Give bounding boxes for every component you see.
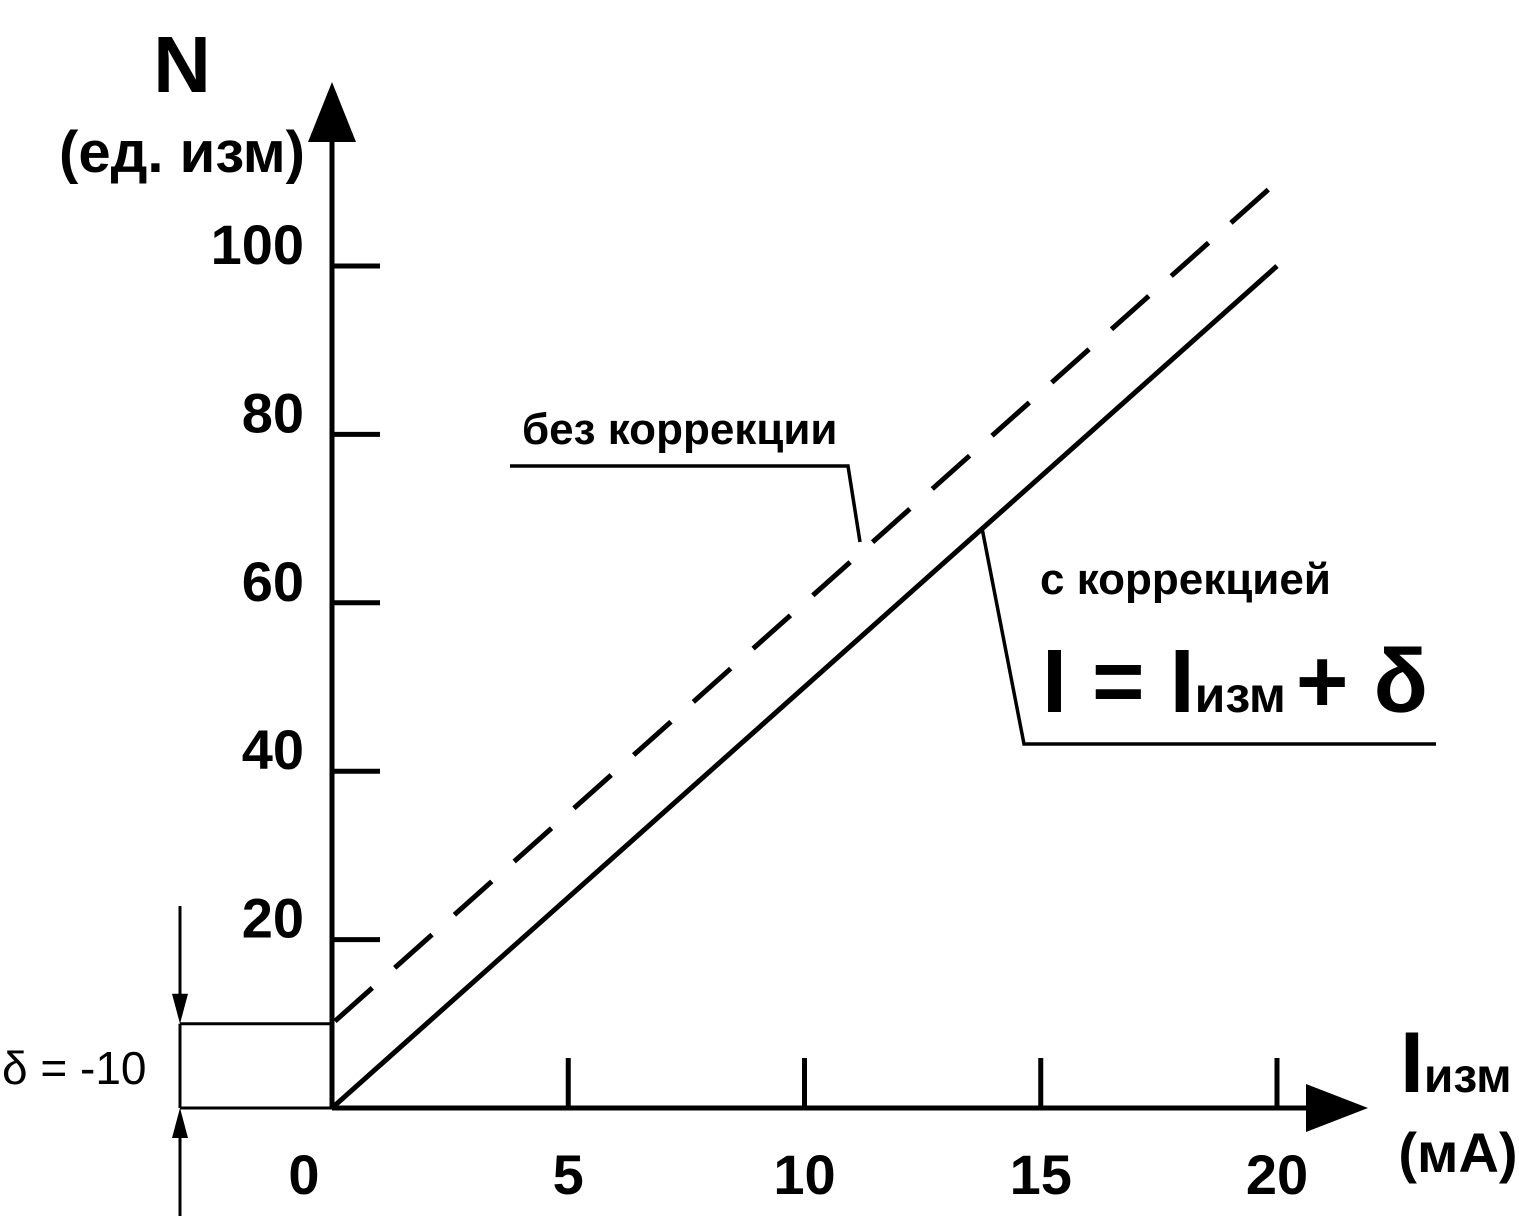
series-line-with-correction (330, 264, 1279, 1110)
x-axis-title-main: I (1400, 1015, 1424, 1111)
formula-right: + δ (1296, 632, 1428, 732)
y-tick-label-40: 40 (242, 718, 304, 781)
annotation-with-correction: с коррекцией (1040, 555, 1331, 604)
series-group (330, 179, 1279, 1110)
y-tick-label-80: 80 (242, 381, 304, 444)
y-axis-unit: (ед. изм) (59, 120, 305, 185)
formula-left: I = I (1042, 632, 1195, 732)
y-tick-label-20: 20 (242, 887, 304, 950)
axes (308, 82, 1368, 1132)
annotation-without-correction: без коррекции (522, 405, 837, 454)
delta-marker (172, 906, 332, 1216)
delta-top-arrowhead (172, 993, 188, 1024)
x-axis-arrowhead (1306, 1084, 1368, 1132)
x-axis-unit: (мА) (1398, 1121, 1517, 1184)
y-axis-arrowhead (308, 82, 356, 142)
x-axis-title: Iизм (1400, 1015, 1512, 1111)
x-tick-label-10: 10 (773, 1143, 835, 1206)
formula-sub: изм (1195, 667, 1286, 723)
x-tick-label-15: 15 (1010, 1143, 1072, 1206)
delta-label: δ = -10 (2, 1042, 147, 1094)
annotation-with-correction-leader (980, 527, 1436, 746)
series-line-without-correction (330, 179, 1279, 1026)
x-tick-label-0: 0 (288, 1143, 319, 1206)
delta-bottom-arrowhead (172, 1108, 188, 1138)
annotation-without-correction-leader (510, 464, 862, 543)
ticks: 20 40 60 80 100 0 5 10 15 20 (211, 213, 1309, 1206)
y-axis-title: N (153, 20, 211, 109)
formula: I = Iизм + δ (1042, 632, 1428, 732)
x-tick-label-5: 5 (553, 1143, 584, 1206)
x-tick-label-20: 20 (1246, 1143, 1308, 1206)
y-tick-label-60: 60 (242, 550, 304, 613)
y-tick-label-100: 100 (211, 213, 304, 276)
x-axis-title-sub: изм (1424, 1050, 1512, 1103)
